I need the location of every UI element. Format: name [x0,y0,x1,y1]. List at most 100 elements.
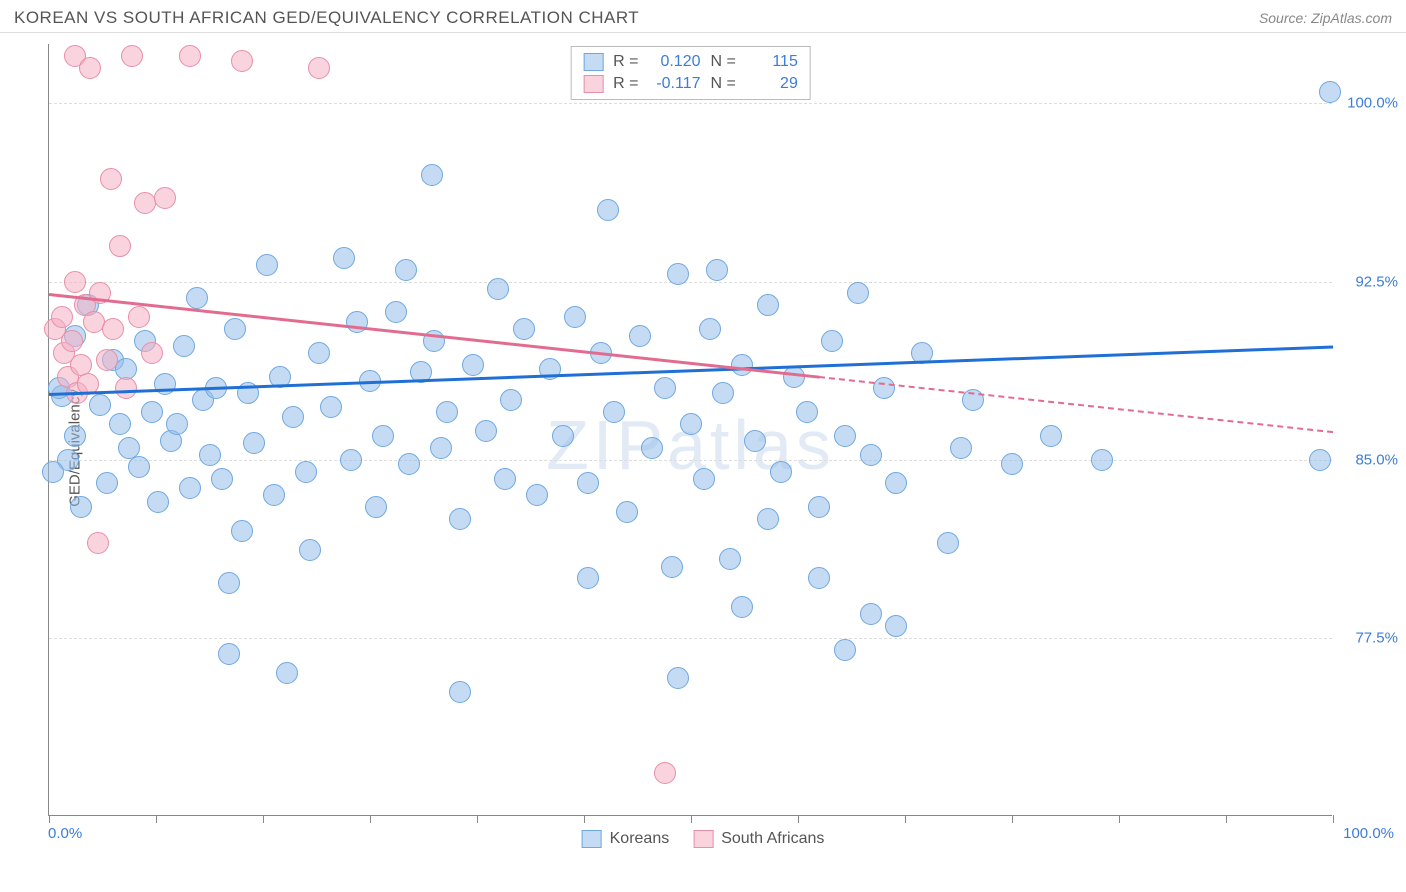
scatter-point [128,456,150,478]
scatter-point [385,301,407,323]
scatter-point [449,681,471,703]
stat-r-label: R = [613,75,638,93]
x-tick [1119,815,1120,823]
x-tick [584,815,585,823]
stat-r-value: -0.117 [649,75,701,93]
scatter-point [719,548,741,570]
x-tick [905,815,906,823]
legend-item: Koreans [582,830,670,848]
scatter-point [487,278,509,300]
scatter-point [950,437,972,459]
stats-swatch [583,53,603,71]
x-tick [370,815,371,823]
scatter-point [834,639,856,661]
scatter-point [115,377,137,399]
stats-legend-box: R =0.120N =115R =-0.117N =29 [570,46,811,100]
scatter-point [731,354,753,376]
scatter-point [96,349,118,371]
scatter-point [706,259,728,281]
scatter-point [398,453,420,475]
x-tick [49,815,50,823]
stat-n-value: 115 [746,53,798,71]
scatter-point [1001,453,1023,475]
scatter-point [577,472,599,494]
scatter-point [333,247,355,269]
stats-swatch [583,75,603,93]
scatter-point [421,164,443,186]
scatter-point [166,413,188,435]
scatter-point [299,539,321,561]
scatter-point [70,496,92,518]
scatter-point [308,342,330,364]
scatter-point [218,643,240,665]
x-tick [1012,815,1013,823]
scatter-point [141,401,163,423]
scatter-point [641,437,663,459]
x-tick [1226,815,1227,823]
y-gridline [49,103,1332,104]
x-tick [691,815,692,823]
trend-line [49,346,1333,397]
scatter-point [179,45,201,67]
scatter-point [693,468,715,490]
x-tick [798,815,799,823]
legend-swatch [693,830,713,848]
scatter-point [577,567,599,589]
scatter-point [654,377,676,399]
stat-n-value: 29 [746,75,798,93]
scatter-point [629,325,651,347]
scatter-point [231,50,253,72]
scatter-point [89,394,111,416]
y-tick-label: 77.5% [1338,629,1398,646]
scatter-point [211,468,233,490]
series-legend: Koreans South Africans [582,830,825,848]
scatter-point [847,282,869,304]
scatter-point [121,45,143,67]
scatter-point [449,508,471,530]
scatter-point [282,406,304,428]
scatter-point [179,477,201,499]
scatter-point [147,491,169,513]
x-axis-min-label: 0.0% [48,825,82,842]
scatter-point [42,461,64,483]
x-tick [156,815,157,823]
scatter-point [731,596,753,618]
y-gridline [49,460,1332,461]
stat-n-label: N = [711,53,736,71]
scatter-point [436,401,458,423]
scatter-point [808,567,830,589]
scatter-point [654,762,676,784]
scatter-point [667,263,689,285]
x-tick [263,815,264,823]
scatter-point [100,168,122,190]
scatter-point [680,413,702,435]
scatter-point [173,335,195,357]
scatter-point [395,259,417,281]
scatter-point [526,484,548,506]
scatter-point [821,330,843,352]
scatter-point [616,501,638,523]
scatter-point [218,572,240,594]
y-tick-label: 85.0% [1338,451,1398,468]
scatter-point [937,532,959,554]
chart-header: KOREAN VS SOUTH AFRICAN GED/EQUIVALENCY … [0,0,1406,33]
stats-row: R =-0.117N =29 [583,73,798,95]
scatter-point [757,508,779,530]
scatter-point [808,496,830,518]
scatter-point [231,520,253,542]
legend-item: South Africans [693,830,824,848]
chart-area: GED/Equivalency ZIPatlas R =0.120N =115R… [0,44,1406,852]
scatter-point [667,667,689,689]
scatter-point [1309,449,1331,471]
scatter-point [256,254,278,276]
scatter-point [1319,81,1341,103]
x-axis-max-label: 100.0% [1343,825,1394,842]
scatter-point [340,449,362,471]
scatter-point [770,461,792,483]
scatter-point [320,396,342,418]
scatter-point [51,306,73,328]
y-tick-label: 92.5% [1338,273,1398,290]
scatter-point [597,199,619,221]
chart-source: Source: ZipAtlas.com [1259,10,1392,26]
plot-region: ZIPatlas R =0.120N =115R =-0.117N =29 77… [48,44,1332,816]
